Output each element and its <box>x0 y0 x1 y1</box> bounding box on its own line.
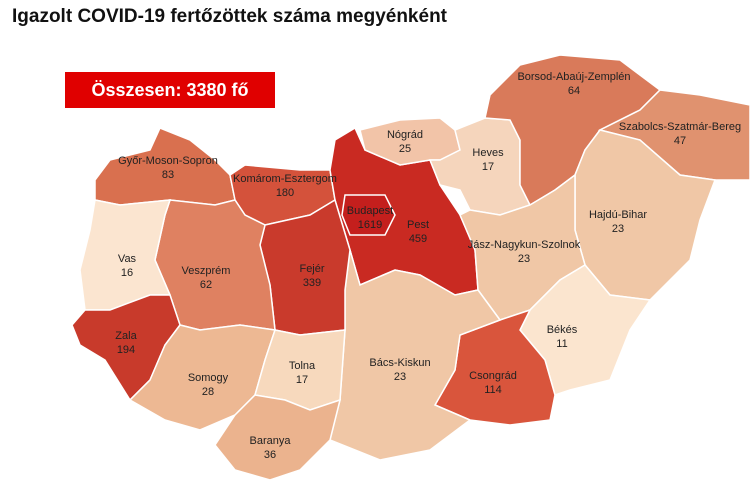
region-name: Pest <box>407 219 429 231</box>
region-name: Veszprém <box>182 265 231 277</box>
total-label: Összesen: 3380 fő <box>91 80 248 100</box>
total-box <box>65 72 275 108</box>
region-name: Csongrád <box>469 370 517 382</box>
region-name: Békés <box>547 324 578 336</box>
region-value: 23 <box>612 223 624 235</box>
region-value: 17 <box>482 161 494 173</box>
region-name: Budapest <box>347 205 393 217</box>
region-value: 180 <box>276 187 294 199</box>
region-value: 23 <box>394 371 406 383</box>
region-value: 194 <box>117 344 135 356</box>
region-name: Borsod-Abaúj-Zemplén <box>517 71 630 83</box>
regions <box>71 54 750 481</box>
region-value: 83 <box>162 169 174 181</box>
region-value: 47 <box>674 135 686 147</box>
region-value: 23 <box>518 253 530 265</box>
region-name: Zala <box>115 330 137 342</box>
region-name: Komárom-Esztergom <box>233 173 337 185</box>
region-value: 17 <box>296 374 308 386</box>
region-value: 36 <box>264 449 276 461</box>
region <box>214 394 342 481</box>
region-value: 16 <box>121 267 133 279</box>
region-value: 11 <box>556 338 567 350</box>
title: Igazolt COVID-19 fertőzöttek száma megyé… <box>12 6 448 27</box>
region-value: 64 <box>568 85 580 97</box>
region-name: Jász-Nagykun-Szolnok <box>468 239 581 251</box>
region-name: Somogy <box>188 372 229 384</box>
region-value: 1619 <box>358 219 382 231</box>
region-name: Heves <box>472 147 504 159</box>
region-name: Bács-Kiskun <box>369 357 430 369</box>
region-name: Tolna <box>289 360 316 372</box>
region-value: 459 <box>409 233 427 245</box>
region-name: Vas <box>118 253 137 265</box>
region-value: 114 <box>484 384 502 396</box>
region-value: 62 <box>200 279 212 291</box>
region-name: Baranya <box>250 435 292 447</box>
region-value: 339 <box>303 277 321 289</box>
region-name: Hajdú-Bihar <box>589 209 647 221</box>
labels: Győr-Moson-Sopron 83 Komárom-Esztergom 180 P… <box>115 71 741 461</box>
region-value: 25 <box>399 143 411 155</box>
region <box>341 194 396 236</box>
region-name: Fejér <box>299 263 324 275</box>
region-name: Szabolcs-Szatmár-Bereg <box>619 121 741 133</box>
region-name: Győr-Moson-Sopron <box>118 155 218 167</box>
region-name: Nógrád <box>387 129 423 141</box>
region-value: 28 <box>202 386 214 398</box>
